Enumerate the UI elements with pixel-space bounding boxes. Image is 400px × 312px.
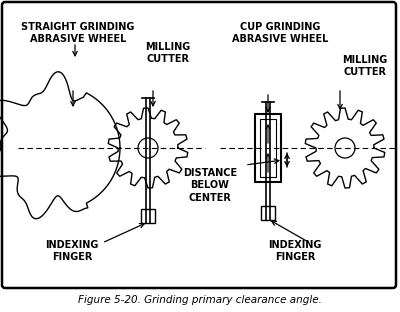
Bar <box>255 114 281 182</box>
Text: DISTANCE
BELOW
CENTER: DISTANCE BELOW CENTER <box>183 168 237 203</box>
Text: MILLING
CUTTER: MILLING CUTTER <box>145 42 191 64</box>
Text: Figure 5-20. Grinding primary clearance angle.: Figure 5-20. Grinding primary clearance … <box>78 295 322 305</box>
Bar <box>261 206 275 220</box>
Bar <box>260 119 276 177</box>
Text: INDEXING
FINGER: INDEXING FINGER <box>268 240 322 262</box>
Bar <box>141 209 155 223</box>
Text: CUP GRINDING
ABRASIVE WHEEL: CUP GRINDING ABRASIVE WHEEL <box>232 22 328 44</box>
FancyBboxPatch shape <box>2 2 396 288</box>
Text: INDEXING
FINGER: INDEXING FINGER <box>45 240 99 262</box>
Text: STRAIGHT GRINDING
ABRASIVE WHEEL: STRAIGHT GRINDING ABRASIVE WHEEL <box>21 22 135 44</box>
Text: MILLING
CUTTER: MILLING CUTTER <box>342 55 388 77</box>
